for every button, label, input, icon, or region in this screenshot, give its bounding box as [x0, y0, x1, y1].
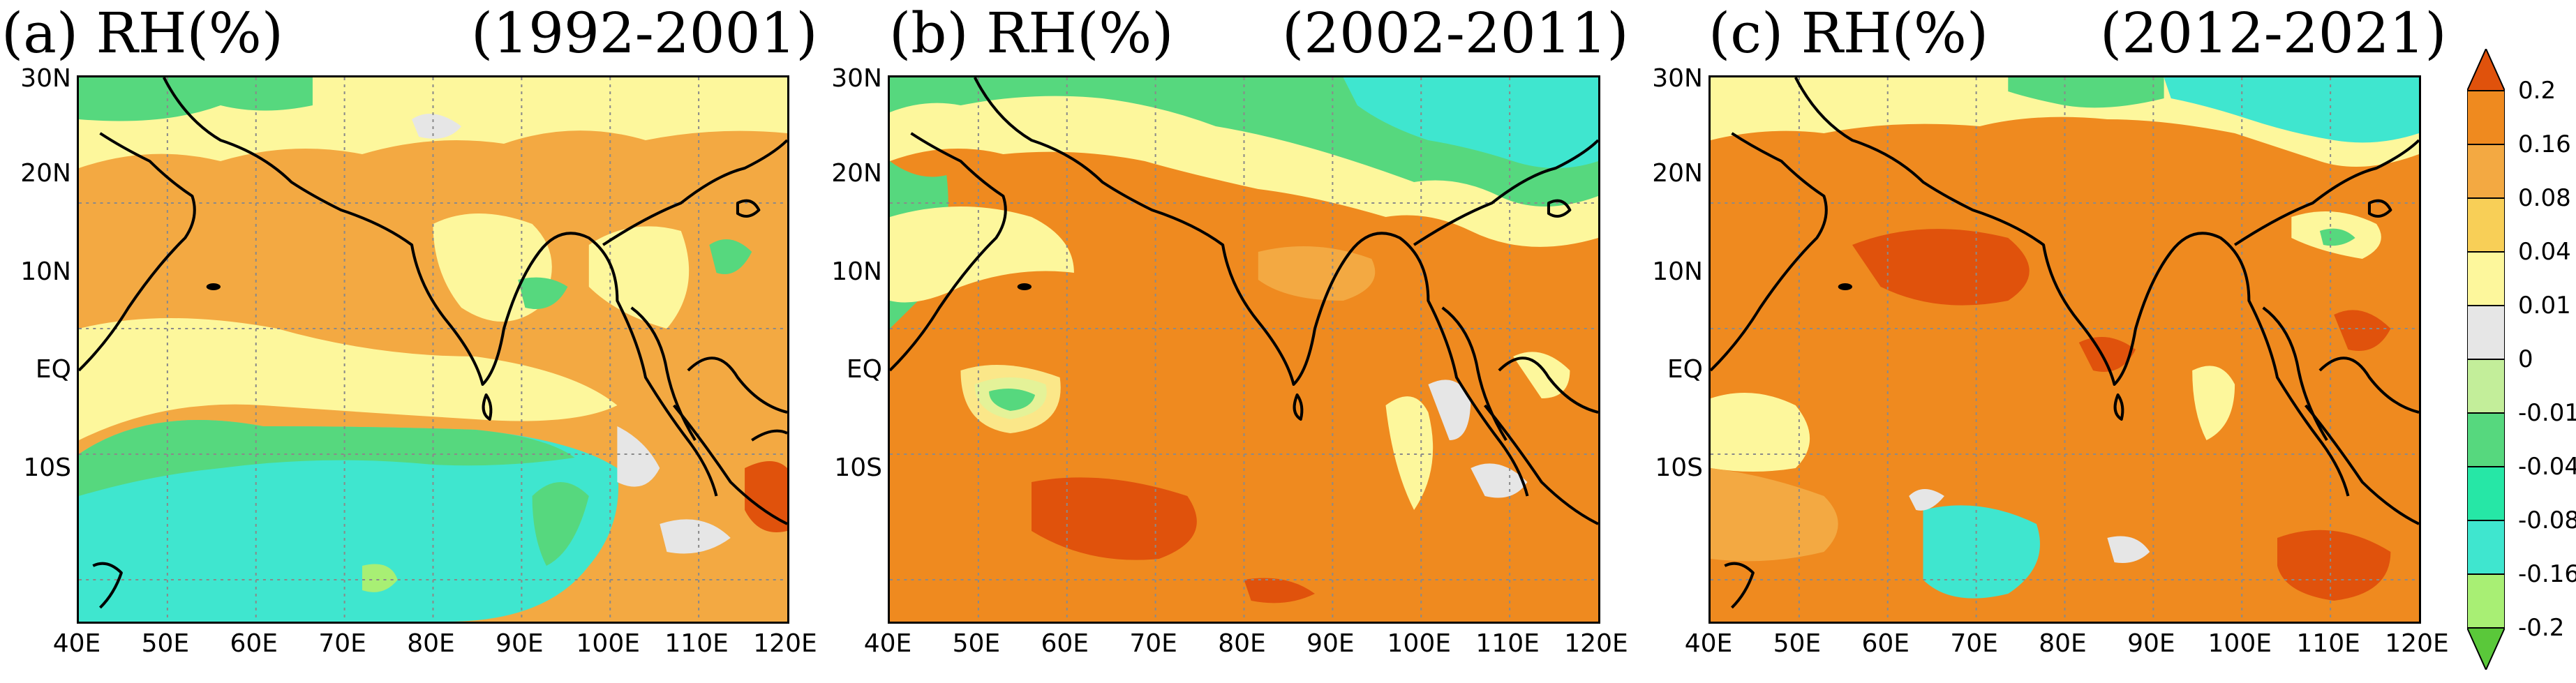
lon-tick-label: 110E	[664, 629, 729, 658]
colorbar-tick-label: 0.2	[2518, 77, 2556, 105]
lat-tick-label: 10S	[834, 453, 882, 482]
lon-tick-label: 40E	[863, 629, 912, 658]
lon-tick-label: 50E	[1773, 629, 1822, 658]
lon-tick-label: 120E	[1564, 629, 1628, 658]
lon-tick-label: 70E	[318, 629, 366, 658]
lon-tick-label: 80E	[407, 629, 455, 658]
map-a-svg	[79, 77, 787, 622]
colorbar-tick-label: -0.16	[2518, 560, 2576, 588]
map-c-svg	[1711, 77, 2419, 622]
lon-tick-label: 90E	[2127, 629, 2175, 658]
lon-tick-label: 60E	[1861, 629, 1910, 658]
colorbar	[2467, 49, 2505, 670]
lon-tick-label: 100E	[576, 629, 640, 658]
colorbar-segment	[2467, 305, 2505, 360]
colorbar-bottom-arrow	[2467, 627, 2505, 670]
lon-tick-label: 110E	[2296, 629, 2360, 658]
lon-tick-label: 100E	[2208, 629, 2272, 658]
lon-tick-label: 80E	[2039, 629, 2087, 658]
lat-tick-label: 20N	[1652, 159, 1703, 188]
lat-tick-label: EQ	[35, 355, 71, 384]
colorbar-tick-label: -0.08	[2518, 506, 2576, 534]
colorbar-segment	[2467, 90, 2505, 145]
lat-tick-label: 10N	[831, 257, 882, 286]
map-panel-a	[77, 75, 789, 624]
lon-tick-label: 50E	[952, 629, 1001, 658]
panel-a-period: (1992-2001)	[471, 1, 818, 66]
panel-b-label: (b) RH(%)	[889, 1, 1174, 66]
colorbar-tick-label: -0.04	[2518, 453, 2576, 481]
panel-c-period: (2012-2021)	[2100, 1, 2447, 66]
lat-tick-label: 30N	[831, 64, 882, 93]
colorbar-tick-label: 0	[2518, 345, 2533, 373]
map-b-svg	[890, 77, 1598, 622]
lon-tick-label: 40E	[1684, 629, 1733, 658]
lon-tick-label: 60E	[1041, 629, 1089, 658]
lat-tick-label: 10S	[23, 453, 71, 482]
lon-tick-label: 120E	[753, 629, 817, 658]
lon-tick-label: 90E	[1306, 629, 1355, 658]
lon-tick-label: 120E	[2385, 629, 2449, 658]
lat-tick-label: EQ	[1667, 355, 1703, 384]
lat-tick-label: EQ	[846, 355, 882, 384]
lat-tick-label: 30N	[20, 64, 71, 93]
lon-tick-label: 80E	[1218, 629, 1266, 658]
lon-tick-label: 90E	[496, 629, 544, 658]
lon-tick-label: 70E	[1950, 629, 1998, 658]
lon-tick-label: 110E	[1475, 629, 1540, 658]
colorbar-segment	[2467, 412, 2505, 467]
lon-tick-label: 70E	[1129, 629, 1177, 658]
map-panel-c	[1708, 75, 2421, 624]
colorbar-tick-label: 0.16	[2518, 130, 2571, 158]
lat-tick-label: 20N	[831, 159, 882, 188]
panel-c: (c) RH(%) (2012-2021)	[1647, 0, 2471, 683]
panel-c-label: (c) RH(%)	[1708, 1, 1989, 66]
colorbar-tick-label: 0.08	[2518, 184, 2571, 212]
lon-tick-label: 100E	[1387, 629, 1451, 658]
colorbar-segment	[2467, 520, 2505, 575]
panel-a-label: (a) RH(%)	[1, 1, 283, 66]
colorbar-segment	[2467, 197, 2505, 253]
colorbar-segment	[2467, 466, 2505, 521]
colorbar-segment	[2467, 359, 2505, 414]
lat-tick-label: 10S	[1655, 453, 1703, 482]
colorbar-segment	[2467, 573, 2505, 629]
lat-tick-label: 30N	[1652, 64, 1703, 93]
colorbar-tick-label: 0.01	[2518, 292, 2571, 320]
colorbar-top-arrow	[2467, 49, 2505, 91]
lat-tick-label: 10N	[20, 257, 71, 286]
lon-tick-label: 50E	[141, 629, 190, 658]
lon-tick-label: 60E	[230, 629, 278, 658]
panel-b-period: (2002-2011)	[1282, 1, 1629, 66]
panel-a: (a) RH(%) (1992-2001)	[0, 0, 824, 683]
panel-b: (b) RH(%) (2002-2011)	[824, 0, 1647, 683]
colorbar-segment	[2467, 144, 2505, 199]
map-panel-b	[888, 75, 1600, 624]
lon-tick-label: 40E	[52, 629, 101, 658]
colorbar-segment	[2467, 251, 2505, 306]
colorbar-tick-label: -0.2	[2518, 614, 2565, 642]
lat-tick-label: 10N	[1652, 257, 1703, 286]
lat-tick-label: 20N	[20, 159, 71, 188]
colorbar-tick-label: 0.04	[2518, 238, 2571, 266]
colorbar-tick-label: -0.01	[2518, 399, 2576, 427]
